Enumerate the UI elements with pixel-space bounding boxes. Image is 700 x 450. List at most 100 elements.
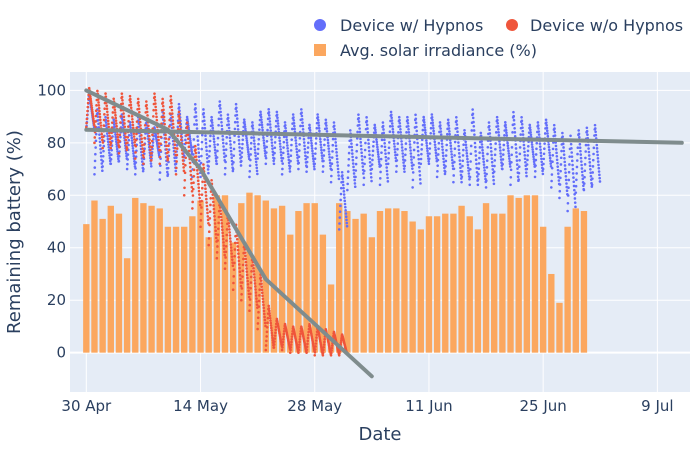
hypnos-point bbox=[219, 117, 223, 121]
no-hypnos-point bbox=[198, 193, 201, 196]
hypnos-point bbox=[545, 121, 548, 124]
hypnos-point bbox=[259, 115, 263, 119]
hypnos-point bbox=[215, 162, 219, 166]
no-hypnos-point bbox=[90, 104, 93, 107]
hypnos-point bbox=[458, 155, 461, 159]
hypnos-point bbox=[576, 152, 579, 156]
hypnos-point bbox=[127, 134, 131, 137]
irradiance-bar bbox=[287, 234, 294, 353]
hypnos-point bbox=[360, 158, 364, 161]
hypnos-point bbox=[189, 143, 193, 147]
no-hypnos-point bbox=[224, 250, 228, 254]
hypnos-point bbox=[406, 118, 409, 122]
hypnos-point bbox=[322, 154, 326, 157]
no-hypnos-point bbox=[245, 273, 249, 277]
hypnos-point bbox=[204, 138, 208, 141]
hypnos-point bbox=[284, 126, 287, 130]
hypnos-point bbox=[115, 140, 118, 144]
hypnos-point bbox=[428, 152, 431, 155]
hypnos-point bbox=[499, 152, 502, 155]
hypnos-point bbox=[142, 167, 145, 171]
legend-item-hypnos[interactable]: Device w/ Hypnos bbox=[314, 16, 483, 35]
hypnos-point bbox=[341, 177, 345, 180]
no-hypnos-point bbox=[274, 331, 277, 334]
no-hypnos-point bbox=[233, 248, 237, 251]
no-hypnos-point bbox=[267, 307, 271, 310]
hypnos-point bbox=[210, 121, 214, 124]
hypnos-point bbox=[140, 160, 144, 163]
no-hypnos-point bbox=[305, 348, 309, 352]
hypnos-point bbox=[339, 198, 342, 202]
no-hypnos-point bbox=[222, 244, 226, 247]
hypnos-point bbox=[528, 123, 532, 127]
no-hypnos-point bbox=[148, 141, 152, 145]
hypnos-point bbox=[262, 141, 266, 145]
hypnos-point bbox=[474, 154, 478, 157]
hypnos-point bbox=[367, 138, 370, 142]
no-hypnos-point bbox=[138, 110, 141, 114]
no-hypnos-point bbox=[230, 249, 233, 252]
irradiance-bar bbox=[417, 229, 424, 353]
irradiance-bar bbox=[229, 242, 237, 353]
hypnos-point bbox=[523, 150, 526, 154]
no-hypnos-point bbox=[236, 241, 239, 245]
hypnos-point bbox=[450, 155, 454, 159]
no-hypnos-point bbox=[224, 244, 228, 248]
no-hypnos-point bbox=[178, 121, 182, 124]
hypnos-point bbox=[131, 144, 134, 147]
hypnos-point bbox=[594, 133, 598, 137]
no-hypnos-point bbox=[315, 336, 318, 339]
no-hypnos-point bbox=[290, 337, 294, 341]
hypnos-point bbox=[536, 121, 540, 124]
hypnos-point bbox=[168, 142, 171, 145]
no-hypnos-point bbox=[247, 295, 251, 299]
hypnos-point bbox=[439, 127, 442, 130]
hypnos-point bbox=[228, 136, 232, 140]
hypnos-point bbox=[591, 171, 594, 174]
no-hypnos-point bbox=[232, 268, 236, 271]
no-hypnos-point bbox=[254, 294, 258, 297]
no-hypnos-point bbox=[299, 332, 302, 336]
hypnos-point bbox=[534, 153, 538, 156]
hypnos-point bbox=[464, 146, 468, 149]
hypnos-point bbox=[351, 158, 355, 162]
no-hypnos-point bbox=[124, 135, 127, 139]
hypnos-point bbox=[545, 123, 548, 127]
no-hypnos-point bbox=[192, 174, 196, 178]
legend-item-no-hypnos[interactable]: Device w/o Hypnos bbox=[506, 16, 683, 35]
hypnos-point bbox=[314, 147, 317, 150]
no-hypnos-point bbox=[244, 254, 247, 258]
no-hypnos-point bbox=[212, 204, 215, 207]
no-hypnos-point bbox=[147, 124, 150, 128]
hypnos-point bbox=[588, 157, 591, 161]
no-hypnos-point bbox=[140, 144, 144, 147]
hypnos-point bbox=[300, 111, 303, 114]
hypnos-point bbox=[284, 123, 287, 127]
hypnos-point bbox=[246, 148, 250, 151]
hypnos-point bbox=[288, 165, 292, 168]
hypnos-point bbox=[331, 150, 334, 153]
no-hypnos-point bbox=[203, 183, 207, 187]
no-hypnos-point bbox=[273, 337, 277, 340]
hypnos-point bbox=[292, 121, 296, 125]
hypnos-point bbox=[565, 182, 568, 185]
hypnos-point bbox=[350, 145, 354, 149]
no-hypnos-point bbox=[220, 218, 223, 222]
no-hypnos-point bbox=[194, 151, 198, 155]
hypnos-point bbox=[339, 204, 342, 208]
no-hypnos-point bbox=[263, 321, 267, 325]
hypnos-point bbox=[222, 145, 225, 148]
hypnos-point bbox=[575, 159, 579, 162]
no-hypnos-point bbox=[145, 100, 148, 103]
hypnos-point bbox=[300, 118, 304, 121]
hypnos-point bbox=[149, 165, 153, 168]
no-hypnos-point bbox=[199, 212, 203, 216]
hypnos-point bbox=[256, 147, 260, 151]
legend-item-irradiance[interactable]: Avg. solar irradiance (%) bbox=[314, 41, 537, 60]
hypnos-point bbox=[127, 143, 130, 147]
hypnos-point bbox=[305, 165, 309, 169]
hypnos-point bbox=[550, 173, 554, 176]
hypnos-point bbox=[316, 113, 319, 116]
no-hypnos-point bbox=[248, 298, 252, 301]
x-tick-label: 14 May bbox=[173, 397, 228, 415]
